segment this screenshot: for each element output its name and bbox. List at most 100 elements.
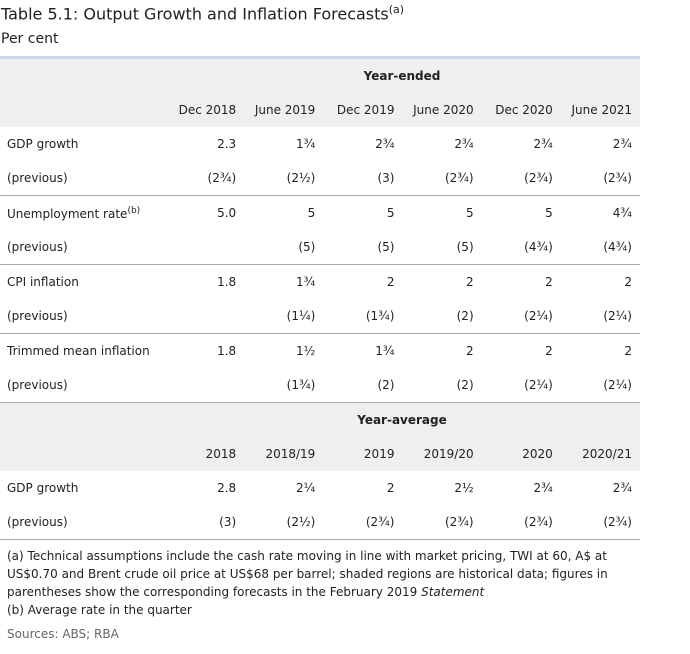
value-cell: (5): [377, 240, 395, 254]
blank-cell: [0, 437, 165, 471]
value-cell: 1¾: [244, 264, 324, 299]
blank-cell: [0, 57, 165, 93]
data-row: (previous) (1¾) (2) (2) (2¼) (2¼): [0, 368, 640, 403]
value-cell: (2¾): [444, 515, 474, 529]
column-header: 2019: [323, 437, 403, 471]
value-cell: (2½): [286, 171, 316, 185]
value-cell: 2¼: [296, 481, 316, 495]
value-cell: 2¾: [612, 137, 632, 151]
value-cell: 2: [402, 333, 482, 368]
row-label-text: Trimmed mean inflation: [7, 344, 150, 358]
title-text: Table 5.1: Output Growth and Inflation F…: [1, 4, 389, 24]
value-cell: (2¾): [603, 171, 632, 185]
value-cell: (3): [219, 515, 237, 529]
value-cell: (2¾): [603, 515, 632, 529]
data-row: CPI inflation 1.8 1¾ 2 2 2 2: [0, 264, 640, 299]
data-row: GDP growth 2.3 1¾ 2¾ 2¾ 2¾ 2¾: [0, 127, 640, 161]
row-label-text: (previous): [7, 515, 68, 529]
row-label: GDP growth: [0, 471, 165, 505]
value-cell: (2¼): [603, 378, 632, 392]
value-cell: (1¾): [286, 378, 316, 392]
value-cell: 5.0: [165, 195, 245, 230]
value-cell: (5): [298, 240, 316, 254]
subtitle: Per cent: [1, 31, 59, 47]
column-header: 2018: [165, 437, 245, 471]
value-cell: (4¾): [524, 240, 553, 254]
value-cell: 1¾: [296, 137, 316, 151]
row-label: (previous): [0, 505, 165, 540]
data-row: (previous) (3) (2½) (2¾) (2¾) (2¾) (2¾): [0, 505, 640, 540]
row-note: (b): [127, 205, 141, 216]
value-cell: 1.8: [165, 333, 245, 368]
value-cell: 2½: [454, 481, 474, 495]
forecast-table: Year-ended Dec 2018 June 2019 Dec 2019 June …: [0, 56, 640, 540]
row-label: (previous): [0, 299, 165, 334]
column-header: June 2019: [244, 93, 324, 127]
row-label-text: GDP growth: [7, 137, 79, 151]
value-cell: (2¾): [365, 515, 395, 529]
value-cell: 5: [402, 195, 482, 230]
row-label-text: (previous): [7, 378, 68, 392]
data-row: GDP growth 2.8 2¼ 2 2½ 2¾ 2¾: [0, 471, 640, 505]
value-cell: (2¼): [524, 309, 553, 323]
value-cell: 2.8: [217, 481, 237, 495]
data-row: Unemployment rate(b) 5.0 5 5 5 5 4¾: [0, 195, 640, 230]
column-header: Dec 2019: [323, 93, 403, 127]
note: (b) Average rate in the quarter: [7, 601, 642, 619]
value-cell: (2½): [286, 515, 316, 529]
value-cell: 2: [481, 264, 561, 299]
column-header: Dec 2018: [165, 93, 245, 127]
value-cell: (2): [456, 378, 474, 392]
value-cell: 1½: [244, 333, 324, 368]
row-label: CPI inflation: [0, 264, 165, 299]
note-text: (b) Average rate in the quarter: [7, 603, 192, 617]
section-heading-row: Year-average: [0, 402, 640, 437]
data-row: (previous) (2¾) (2½) (3) (2¾) (2¾) (2¾): [0, 161, 640, 196]
value-cell: 2¾: [612, 481, 632, 495]
sources: Sources: ABS; RBA: [7, 627, 119, 641]
value-cell: 2: [323, 264, 403, 299]
section-heading: Year-average: [165, 402, 640, 437]
row-label: (previous): [0, 368, 165, 403]
value-cell: (2): [377, 378, 395, 392]
value-cell: 2¾: [533, 481, 553, 495]
value-cell: 2: [560, 333, 640, 368]
value-cell: 2¾: [533, 137, 553, 151]
value-cell: (2¾): [524, 171, 553, 185]
row-label: (previous): [0, 230, 165, 265]
blank-cell: [0, 93, 165, 127]
value-cell: (5): [456, 240, 474, 254]
value-cell: (1¾): [365, 309, 395, 323]
row-label-text: Unemployment rate: [7, 206, 128, 221]
column-header: June 2020: [402, 93, 482, 127]
notes: (a) Technical assumptions include the ca…: [7, 547, 642, 619]
column-header-row: 2018 2018/19 2019 2019/20 2020 2020/21: [0, 437, 640, 471]
value-cell: 1.8: [165, 264, 245, 299]
value-cell: 2¾: [454, 137, 474, 151]
value-cell: 2¾: [375, 137, 395, 151]
note-emphasis: Statement: [421, 585, 485, 599]
section-heading: Year-ended: [165, 57, 640, 93]
value-cell: 5: [244, 195, 324, 230]
value-cell: (2¾): [207, 171, 237, 185]
value-cell: 2: [386, 481, 395, 495]
data-row: (previous) (1¼) (1¾) (2) (2¼) (2¼): [0, 299, 640, 334]
value-cell: [165, 299, 244, 334]
column-header: 2020/21: [560, 437, 640, 471]
column-header-row: Dec 2018 June 2019 Dec 2019 June 2020 Dec 20…: [0, 93, 640, 127]
title: Table 5.1: Output Growth and Inflation F…: [1, 3, 404, 23]
section-heading-row: Year-ended: [0, 57, 640, 93]
row-label: Unemployment rate(b): [0, 195, 165, 230]
value-cell: 1¾: [323, 333, 403, 368]
note-text: (a) Technical assumptions include the ca…: [7, 549, 608, 599]
data-row: (previous) (5) (5) (5) (4¾) (4¾): [0, 230, 640, 265]
value-cell: 2: [402, 264, 482, 299]
value-cell: (2): [456, 309, 474, 323]
row-label-text: GDP growth: [7, 481, 79, 495]
row-label: (previous): [0, 161, 165, 196]
value-cell: 2: [481, 333, 561, 368]
blank-cell: [0, 402, 165, 437]
value-cell: (2¼): [524, 378, 553, 392]
